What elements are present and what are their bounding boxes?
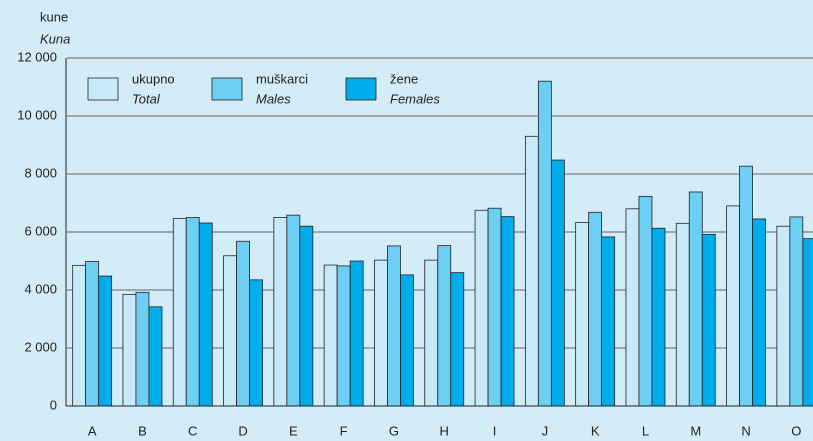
- x-tick-label: H: [440, 423, 449, 438]
- x-tick-label: G: [389, 423, 399, 438]
- bar: [424, 259, 439, 407]
- legend-swatch: [211, 77, 243, 101]
- bar: [299, 225, 314, 407]
- bar: [323, 264, 338, 407]
- legend-label-en: Males: [256, 91, 291, 106]
- y-axis-label-en: Kuna: [40, 31, 70, 46]
- x-tick-label: F: [340, 423, 348, 438]
- bar: [135, 291, 150, 407]
- bar: [487, 207, 502, 407]
- bar: [524, 135, 539, 407]
- bar: [601, 236, 616, 407]
- legend-label: ukupno: [132, 71, 175, 86]
- bar: [537, 80, 552, 407]
- bar: [575, 222, 590, 407]
- x-tick-label: B: [138, 423, 147, 438]
- bar: [550, 159, 565, 407]
- x-tick-label: C: [188, 423, 197, 438]
- bar: [588, 211, 603, 407]
- legend-label: muškarci: [256, 71, 308, 86]
- bar: [474, 209, 489, 407]
- x-tick-label: K: [591, 423, 600, 438]
- legend-label-en: Total: [132, 91, 161, 106]
- bar: [72, 264, 87, 407]
- x-tick-label: E: [289, 423, 298, 438]
- x-tick-label: L: [642, 423, 649, 438]
- legend-label: žene: [390, 71, 418, 86]
- bar: [638, 195, 653, 407]
- bar: [249, 279, 263, 407]
- x-tick-label: D: [238, 423, 247, 438]
- bar: [688, 191, 703, 407]
- bar: [437, 245, 452, 407]
- bar: [752, 218, 766, 407]
- bar: [802, 238, 813, 407]
- y-tick-label: 2 000: [24, 339, 57, 354]
- x-tick-label: A: [88, 423, 97, 438]
- bar: [789, 216, 804, 407]
- bar: [625, 208, 640, 407]
- y-tick-label: 4 000: [24, 281, 57, 296]
- bar: [273, 217, 288, 407]
- bar: [286, 214, 301, 407]
- bar: [148, 306, 163, 407]
- bar: [726, 205, 740, 407]
- legend-label-en: Females: [390, 91, 440, 106]
- y-tick-label: 8 000: [24, 165, 57, 180]
- bar: [675, 222, 690, 407]
- bar: [374, 259, 388, 407]
- bar: [500, 216, 515, 407]
- x-tick-label: M: [690, 423, 701, 438]
- y-tick-label: 10 000: [17, 107, 57, 122]
- bar: [185, 217, 200, 407]
- legend-swatch: [345, 77, 377, 101]
- bar: [450, 272, 465, 407]
- bar: [651, 227, 666, 407]
- x-tick-label: O: [791, 423, 801, 438]
- x-tick-label: J: [542, 423, 549, 438]
- bar: [198, 222, 213, 407]
- bar: [98, 275, 113, 407]
- bar: [701, 233, 716, 407]
- y-tick-label: 0: [50, 397, 57, 412]
- bar: [172, 217, 187, 407]
- bar: [336, 265, 351, 407]
- y-tick-label: 6 000: [24, 223, 57, 238]
- bar: [122, 293, 137, 407]
- bar: [349, 260, 364, 407]
- x-tick-label: N: [741, 423, 750, 438]
- bar: [739, 165, 753, 407]
- bar: [236, 240, 250, 407]
- legend-swatch: [87, 77, 119, 101]
- y-tick-label: 12 000: [17, 49, 57, 64]
- y-axis-label: kune: [40, 9, 68, 24]
- x-tick-label: I: [493, 423, 497, 438]
- bar: [776, 225, 791, 407]
- bar: [85, 261, 100, 407]
- bar: [400, 274, 414, 407]
- bar: [223, 255, 237, 407]
- bar: [387, 245, 401, 407]
